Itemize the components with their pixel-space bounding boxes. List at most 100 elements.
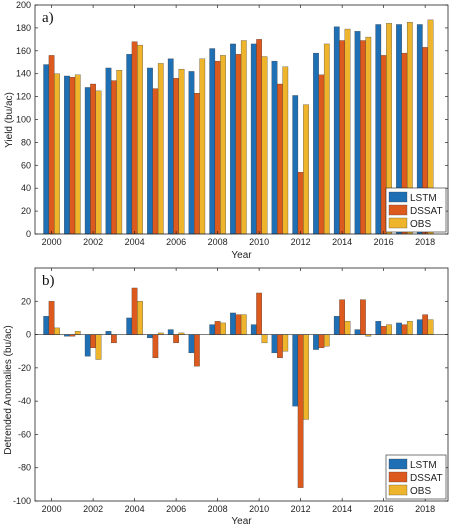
bar-obs-2013	[323, 334, 330, 347]
bar-obs-2012	[303, 104, 309, 235]
bar-obs-2013	[323, 43, 330, 235]
bar-lstm-2002	[84, 87, 91, 235]
bar-lstm-2004	[126, 54, 133, 235]
bar-lstm-2012	[292, 334, 299, 407]
bar-dssat-2005	[152, 334, 159, 359]
legend-swatch-dssat	[388, 471, 408, 483]
bar-dssat-2015	[360, 40, 366, 235]
bar-obs-2004	[137, 44, 143, 235]
legend-label-lstm: LSTM	[410, 193, 437, 204]
bar-dssat-2012	[297, 172, 304, 235]
legend-swatch-dssat	[388, 204, 408, 216]
bar-obs-2011	[282, 66, 289, 235]
bar-dssat-2016	[380, 55, 387, 235]
y-tick-label: 0	[26, 330, 31, 340]
bar-obs-2009	[240, 40, 247, 235]
x-tick-label: 2002	[83, 237, 103, 247]
legend-label-obs: OBS	[410, 219, 431, 230]
y-tick-label: -20	[18, 363, 31, 373]
bar-lstm-2010	[250, 324, 257, 335]
bar-dssat-2012	[297, 334, 304, 488]
legend-label-dssat: DSSAT	[410, 473, 443, 484]
bar-obs-2012	[303, 334, 309, 420]
bar-obs-2007	[199, 58, 206, 235]
bar-dssat-2017	[401, 324, 408, 335]
bar-dssat-2003	[111, 334, 117, 344]
bar-dssat-2005	[152, 88, 159, 235]
x-tick-label: 2000	[42, 504, 62, 514]
bar-dssat-2013	[318, 334, 325, 349]
bar-dssat-2018	[422, 314, 429, 335]
bar-lstm-2014	[333, 26, 340, 235]
x-tick-label: 2010	[249, 504, 269, 514]
bar-lstm-2006	[167, 58, 174, 235]
y-tick-label: 120	[16, 92, 31, 102]
x-tick-label: 2008	[208, 504, 228, 514]
bar-dssat-2001	[69, 76, 76, 235]
x-tick-label: 2016	[374, 504, 394, 514]
bar-lstm-2008	[209, 324, 216, 335]
bar-lstm-2005	[147, 334, 153, 339]
legend-swatch-obs	[388, 217, 408, 229]
y-tick-label: 180	[16, 23, 31, 33]
bar-dssat-2016	[380, 326, 387, 335]
bar-dssat-2000	[48, 301, 55, 335]
y-tick-label: 20	[21, 206, 31, 216]
x-axis-label: Year	[231, 516, 252, 527]
x-tick-label: 2018	[415, 504, 435, 514]
x-tick-label: 2012	[291, 237, 311, 247]
bar-obs-2000	[54, 327, 60, 335]
bar-lstm-2000	[43, 316, 50, 335]
bar-obs-2009	[240, 314, 247, 335]
bar-lstm-2013	[313, 334, 319, 350]
legend-label-dssat: DSSAT	[410, 206, 443, 217]
panel-label: b)	[42, 273, 55, 289]
bar-lstm-2016	[375, 24, 382, 235]
bar-lstm-2012	[292, 95, 299, 235]
x-tick-label: 2006	[166, 504, 186, 514]
x-tick-label: 2016	[374, 237, 394, 247]
legend-swatch-lstm	[388, 458, 408, 470]
y-tick-label: 0	[26, 229, 31, 239]
bar-dssat-2003	[111, 80, 117, 235]
bar-dssat-2004	[131, 287, 138, 335]
legend-label-obs: OBS	[410, 486, 431, 497]
bar-dssat-2007	[194, 334, 200, 367]
bar-obs-2008	[220, 55, 226, 235]
panel-a-chart: 0 20 40 60 80 100 120 140 160 180 200 2000 2002 2004 2…	[4, 0, 449, 261]
bar-lstm-2005	[147, 67, 153, 235]
y-tick-label: 20	[21, 296, 31, 306]
y-tick-label: 40	[21, 183, 31, 193]
y-tick-label: -60	[18, 429, 31, 439]
bar-lstm-2018	[416, 319, 423, 335]
legend-swatch-lstm	[388, 191, 408, 203]
x-tick-label: 2008	[208, 237, 228, 247]
bar-obs-2010	[261, 334, 268, 344]
bar-dssat-2010	[256, 292, 262, 335]
bar-lstm-2013	[313, 52, 319, 235]
legend: LSTM DSSAT OBS	[385, 454, 447, 500]
bar-obs-2000	[54, 73, 60, 235]
y-tick-label: -80	[18, 463, 31, 473]
bar-dssat-2015	[360, 299, 366, 335]
x-tick-label: 2000	[42, 237, 62, 247]
y-axis-label: Yield (bu/ac)	[4, 92, 15, 148]
bar-dssat-2011	[277, 334, 283, 359]
bar-obs-2008	[220, 322, 226, 335]
bar-lstm-2003	[105, 67, 112, 235]
x-tick-label: 2018	[415, 237, 435, 247]
y-tick-label: 60	[21, 160, 31, 170]
y-tick-label: -40	[18, 396, 31, 406]
x-tick-label: 2004	[125, 237, 145, 247]
bar-obs-2005	[157, 63, 164, 235]
bar-dssat-2002	[90, 334, 96, 349]
panel-label: a)	[42, 10, 54, 26]
bar-obs-2014	[344, 28, 351, 235]
bar-dssat-2002	[90, 83, 96, 235]
y-tick-label: 100	[16, 115, 31, 125]
bar-obs-2016	[386, 324, 392, 335]
y-tick-label: 160	[16, 46, 31, 56]
x-tick-label: 2014	[332, 237, 352, 247]
x-tick-label: 2002	[83, 504, 103, 514]
